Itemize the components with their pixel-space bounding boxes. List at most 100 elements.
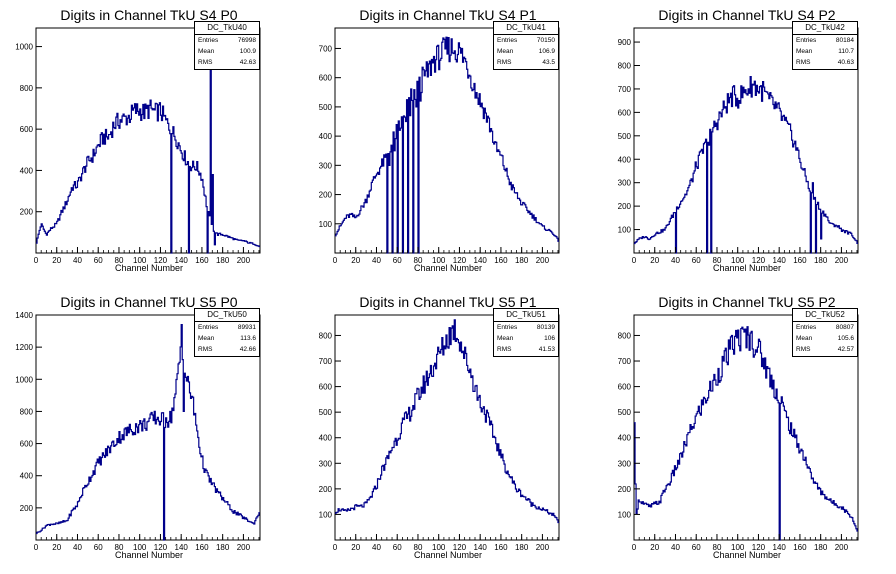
x-tick-label: 140 (175, 256, 189, 265)
y-tick-label: 200 (20, 208, 34, 217)
x-tick-label: 40 (372, 256, 381, 265)
mean-label: Mean (198, 48, 215, 55)
panel-title: Digits in Channel TkU S4 P2 (658, 7, 836, 23)
x-tick-label: 80 (414, 256, 423, 265)
y-tick-label: 800 (618, 62, 632, 71)
y-tick-label: 600 (319, 74, 333, 83)
x-tick-label: 20 (52, 543, 61, 552)
x-tick-label: 0 (333, 543, 338, 552)
entries-label: Entries (198, 324, 219, 331)
y-tick-label: 500 (618, 132, 632, 141)
y-tick-label: 600 (319, 383, 333, 392)
x-tick-label: 60 (393, 256, 402, 265)
x-tick-label: 80 (414, 543, 423, 552)
x-axis-label: Channel Number (114, 263, 184, 273)
mean-label: Mean (497, 48, 514, 55)
x-tick-label: 60 (94, 256, 103, 265)
y-tick-label: 300 (618, 179, 632, 188)
y-tick-label: 100 (618, 510, 632, 519)
y-tick-label: 900 (618, 38, 632, 47)
rms-label: RMS (198, 59, 213, 66)
y-tick-label: 500 (319, 408, 333, 417)
y-tick-label: 1200 (15, 343, 33, 352)
entries-value: 89931 (237, 324, 256, 331)
entries-label: Entries (796, 37, 817, 44)
mean-label: Mean (796, 48, 813, 55)
mean-value: 110.7 (838, 48, 854, 55)
histogram-panel-s5-p1: 0 20 40 60 80 100 120 140 160 180 200 100 200 300 400 5… (299, 287, 597, 574)
x-tick-label: 100 (133, 543, 147, 552)
x-tick-label: 60 (692, 256, 701, 265)
x-tick-label: 100 (731, 256, 745, 265)
y-tick-label: 1000 (15, 43, 33, 52)
y-tick-label: 400 (319, 434, 333, 443)
x-tick-label: 200 (835, 256, 849, 265)
x-tick-label: 140 (474, 256, 488, 265)
histogram-line (36, 324, 260, 541)
y-tick-label: 600 (618, 108, 632, 117)
stats-name: DC_TkU40 (195, 22, 259, 35)
histogram-line (634, 76, 858, 254)
x-tick-label: 200 (536, 256, 550, 265)
entries-value: 76998 (237, 37, 256, 44)
stats-box: DC_TkU42 Entries 80184 Mean 110.7 RMS 40.63 (792, 21, 858, 70)
x-tick-label: 60 (94, 543, 103, 552)
panel-title: Digits in Channel TkU S5 P1 (359, 294, 537, 310)
x-tick-label: 120 (752, 256, 766, 265)
y-tick-label: 200 (20, 504, 34, 513)
y-tick-label: 600 (20, 440, 34, 449)
y-tick-label: 700 (618, 85, 632, 94)
x-tick-label: 20 (351, 256, 360, 265)
y-tick-label: 100 (319, 220, 333, 229)
x-tick-label: 60 (393, 543, 402, 552)
mean-value: 113.6 (240, 335, 256, 342)
y-tick-label: 300 (319, 459, 333, 468)
entries-value: 80807 (835, 324, 854, 331)
x-tick-label: 140 (175, 543, 189, 552)
histogram-line (634, 326, 858, 541)
x-tick-label: 160 (793, 256, 807, 265)
x-axis-label: Channel Number (413, 263, 483, 273)
x-tick-label: 180 (814, 543, 828, 552)
stats-box: DC_TkU40 Entries 76998 Mean 100.9 RMS 42.63 (194, 21, 260, 70)
panel-title: Digits in Channel TkU S5 P0 (60, 294, 238, 310)
panel-title: Digits in Channel TkU S5 P2 (658, 294, 836, 310)
rms-value: 42.63 (239, 59, 256, 66)
y-tick-label: 700 (319, 44, 333, 53)
x-tick-label: 180 (515, 256, 529, 265)
x-tick-label: 200 (237, 543, 251, 552)
y-tick-label: 400 (20, 472, 34, 481)
x-tick-label: 180 (814, 256, 828, 265)
entries-label: Entries (796, 324, 817, 331)
stats-name: DC_TkU50 (195, 309, 259, 322)
stats-box: DC_TkU41 Entries 70150 Mean 106.9 RMS 43.5 (493, 21, 559, 70)
mean-value: 100.9 (239, 48, 256, 55)
y-tick-label: 300 (319, 161, 333, 170)
x-tick-label: 100 (133, 256, 147, 265)
stats-name: DC_TkU42 (793, 22, 857, 35)
y-tick-label: 100 (319, 510, 333, 519)
x-tick-label: 100 (432, 256, 446, 265)
y-tick-label: 100 (618, 226, 632, 235)
mean-value: 105.6 (837, 335, 854, 342)
mean-value: 106.9 (538, 48, 555, 55)
x-tick-label: 80 (713, 543, 722, 552)
stats-name: DC_TkU41 (494, 22, 558, 35)
x-tick-label: 40 (372, 543, 381, 552)
y-tick-label: 200 (618, 485, 632, 494)
entries-label: Entries (497, 37, 518, 44)
x-tick-label: 60 (692, 543, 701, 552)
x-tick-label: 200 (237, 256, 251, 265)
mean-label: Mean (198, 335, 215, 342)
y-tick-label: 800 (20, 84, 34, 93)
histogram-line (335, 319, 559, 524)
plot-area: 0 20 40 60 80 100 120 140 160 180 200 100 200 300 400 5… (319, 314, 560, 552)
x-tick-label: 20 (650, 543, 659, 552)
histogram-panel-s5-p0: 0 20 40 60 80 100 120 140 160 180 200 200 400 600 800 1… (0, 287, 298, 574)
stats-name: DC_TkU51 (494, 309, 558, 322)
x-tick-label: 80 (713, 256, 722, 265)
rms-value: 43.5 (542, 59, 555, 66)
x-tick-label: 40 (671, 256, 680, 265)
entries-label: Entries (198, 37, 219, 44)
